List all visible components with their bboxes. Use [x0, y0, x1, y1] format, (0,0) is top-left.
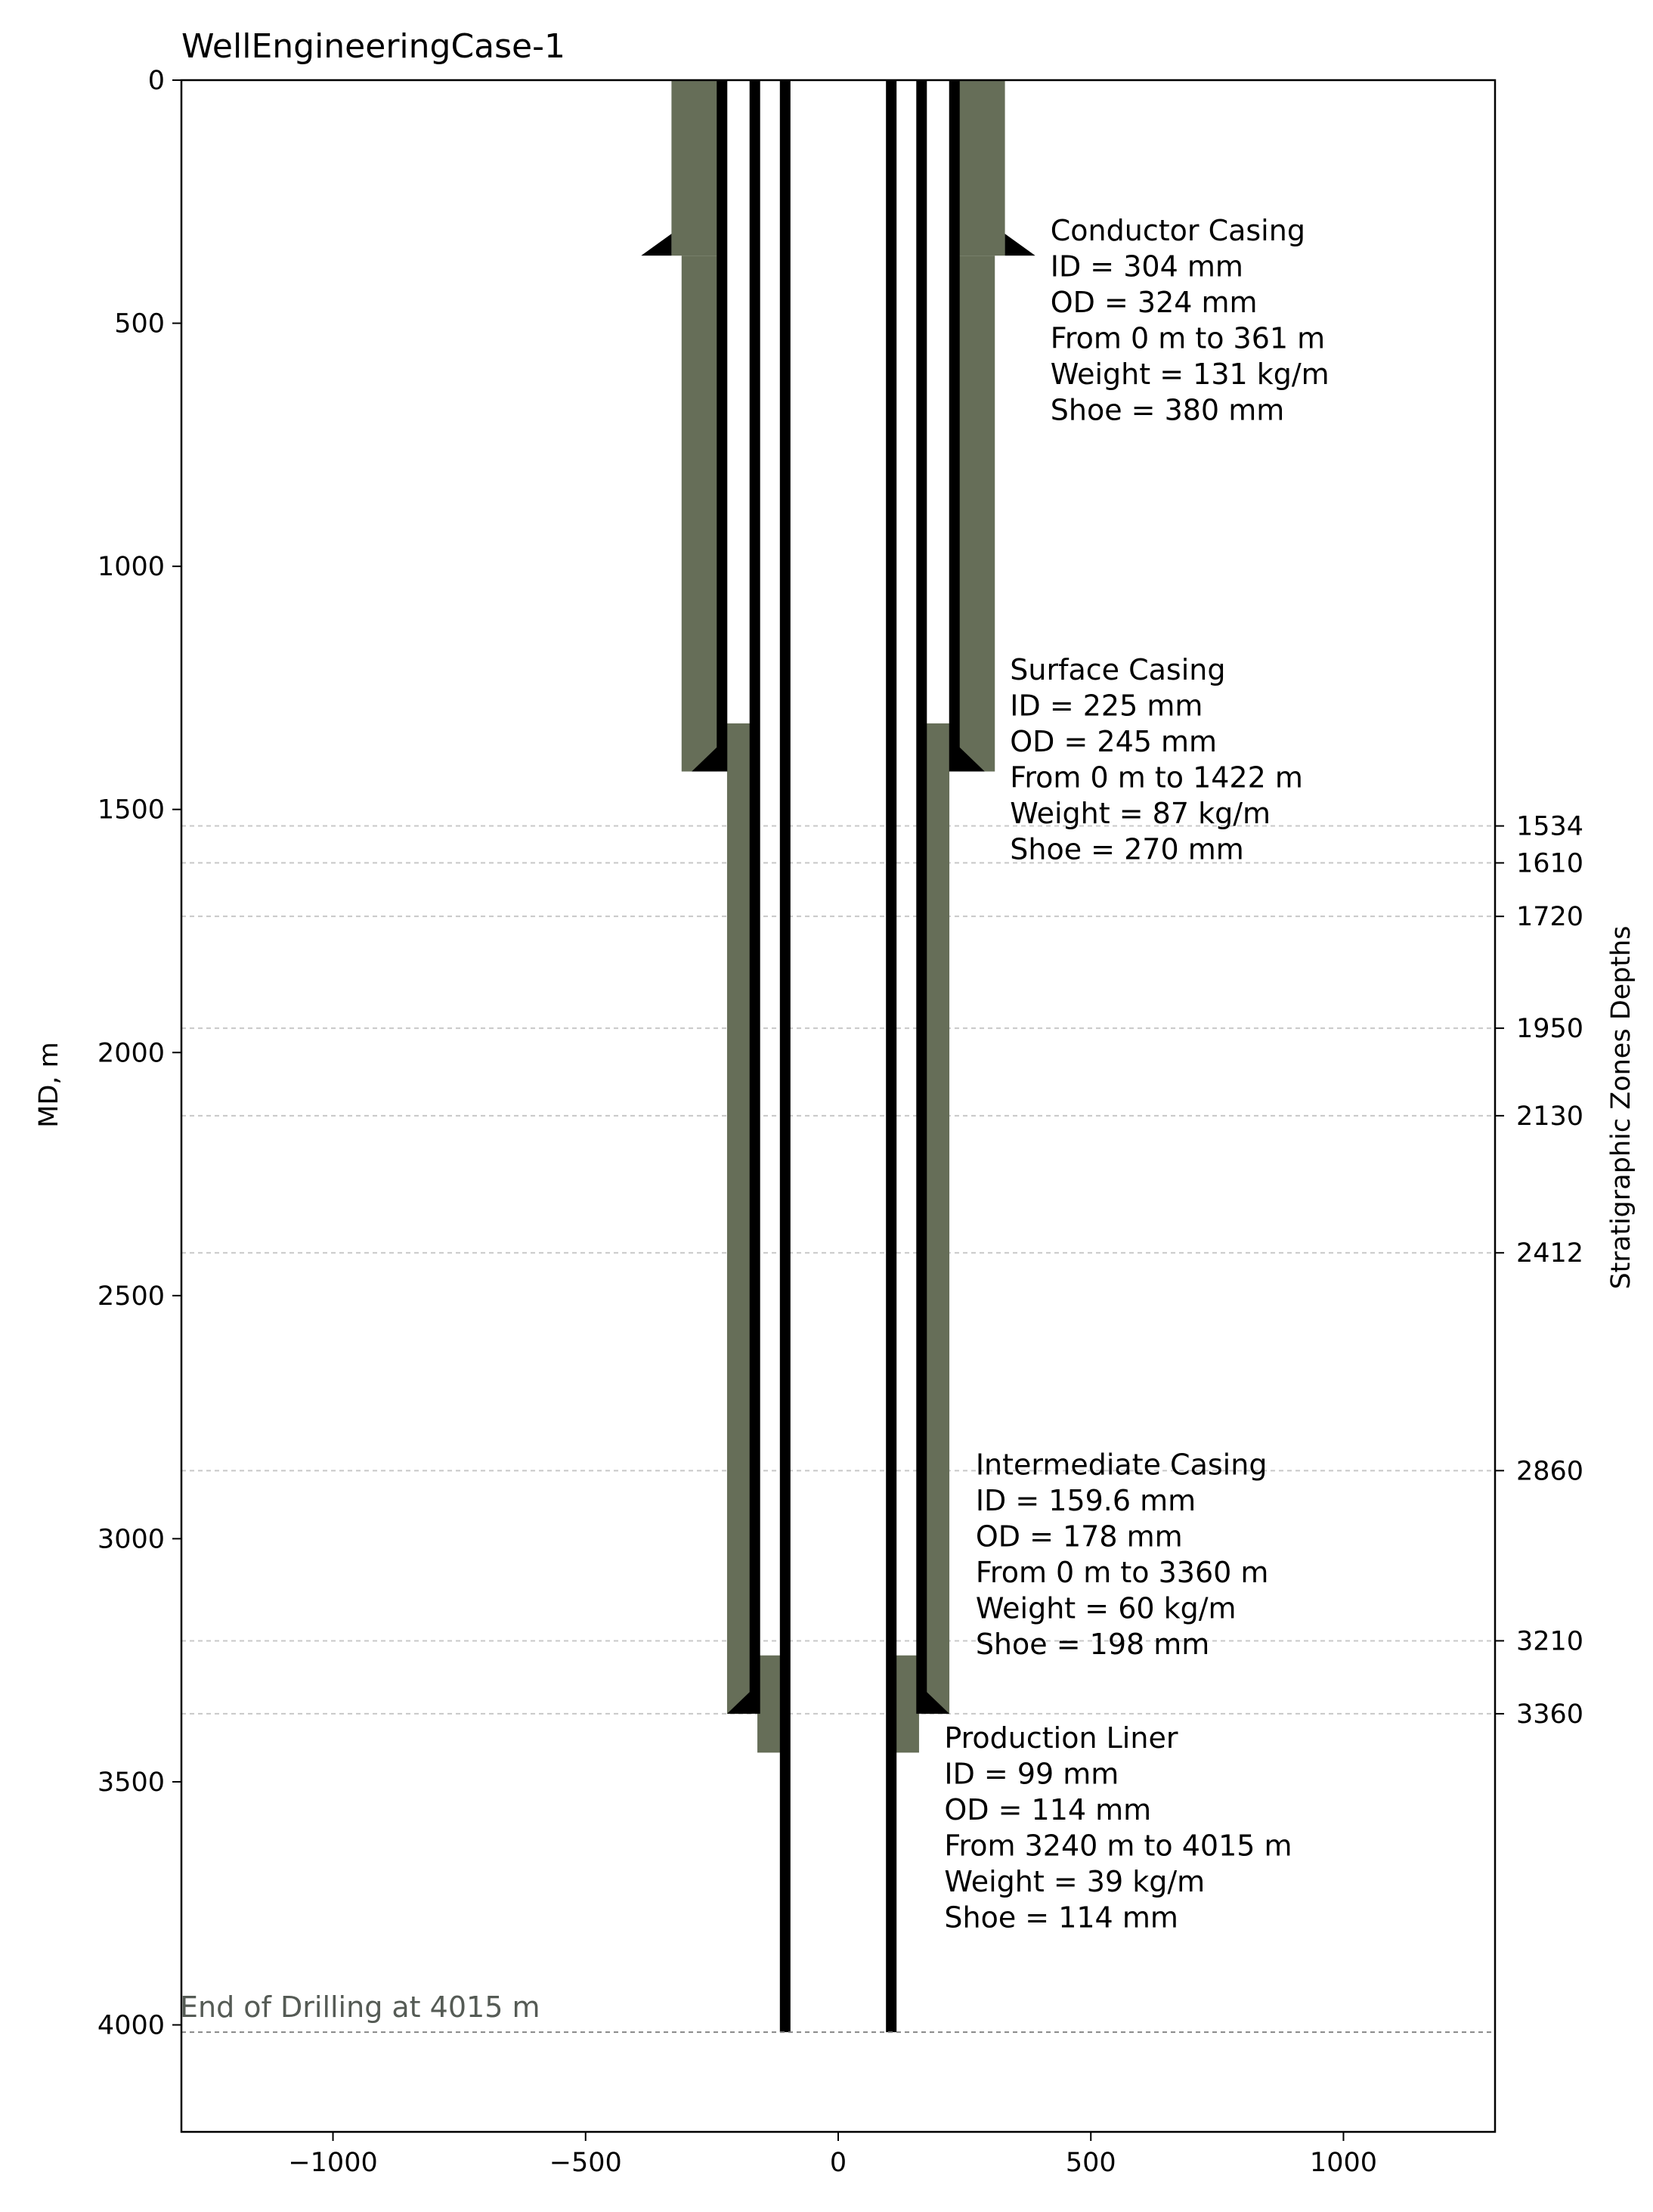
- right-tick-label: 2860: [1516, 1456, 1583, 1486]
- right-axis-label: Stratigraphic Zones Depths: [1606, 925, 1636, 1289]
- string-annotation-line: Shoe = 270 mm: [1010, 832, 1243, 866]
- string-annotation-line: From 0 m to 3360 m: [976, 1556, 1269, 1589]
- string-annotation-line: Shoe = 114 mm: [944, 1901, 1178, 1934]
- cement-block: [726, 723, 753, 1714]
- casing-pipes: [717, 80, 960, 2033]
- right-tick-label: 3210: [1516, 1626, 1583, 1656]
- string-annotation-line: Shoe = 380 mm: [1051, 394, 1284, 427]
- right-tick-label: 2412: [1516, 1238, 1583, 1269]
- chart-title: WellEngineeringCase-1: [181, 27, 565, 66]
- cement-block: [671, 80, 717, 256]
- string-annotation-line: Weight = 131 kg/m: [1051, 358, 1330, 391]
- stratigraphic-gridlines: [181, 825, 1495, 1715]
- casing-shoes: [641, 234, 1035, 1714]
- y-axis-label: MD, m: [34, 1042, 64, 1128]
- string-annotation-line: OD = 114 mm: [944, 1793, 1151, 1826]
- cement-block: [924, 723, 950, 1714]
- right-tick-label: 3360: [1516, 1699, 1583, 1730]
- string-annotation-line: ID = 225 mm: [1010, 689, 1203, 722]
- string-annotation-line: ID = 159.6 mm: [976, 1484, 1196, 1517]
- string-annotation-line: Conductor Casing: [1051, 214, 1305, 247]
- x-tick-label: 500: [1066, 2148, 1116, 2178]
- string-annotation-line: ID = 304 mm: [1051, 250, 1243, 283]
- y-tick-label: 3000: [98, 1524, 165, 1554]
- string-annotation-line: Shoe = 198 mm: [976, 1628, 1209, 1661]
- right-tick-label: 1534: [1516, 812, 1583, 842]
- string-annotation-line: Weight = 60 kg/m: [976, 1591, 1237, 1625]
- string-annotation-line: Production Liner: [944, 1721, 1178, 1755]
- right-tick-label: 1720: [1516, 902, 1583, 932]
- x-tick-label: −500: [549, 2148, 622, 2178]
- y-tick-label: 1500: [98, 795, 165, 826]
- x-tick-label: −1000: [288, 2148, 377, 2178]
- string-annotation-line: ID = 99 mm: [944, 1757, 1119, 1790]
- casing-shoe: [959, 747, 985, 772]
- cement-blocks: [671, 80, 1005, 1753]
- x-tick-label: 1000: [1310, 2148, 1377, 2178]
- y-tick-label: 3500: [98, 1767, 165, 1798]
- end-of-drilling-label: End of Drilling at 4015 m: [180, 1990, 540, 2024]
- y-tick-label: 4000: [98, 2011, 165, 2041]
- right-tick-label: 1950: [1516, 1014, 1583, 1044]
- string-annotation-line: OD = 324 mm: [1051, 286, 1258, 319]
- end-of-drilling: End of Drilling at 4015 m: [180, 1990, 1495, 2034]
- string-annotation-line: OD = 245 mm: [1010, 725, 1217, 758]
- cement-block: [681, 256, 717, 772]
- casing-shoe: [726, 1691, 751, 1714]
- string-annotation-line: From 0 m to 1422 m: [1010, 761, 1303, 794]
- right-tick-label: 2130: [1516, 1101, 1583, 1132]
- string-annotation-line: OD = 178 mm: [976, 1520, 1183, 1553]
- axes: −1000 −500 0 500 1000 0 500 1000 1500 2000 2500 300…: [98, 66, 1583, 2178]
- string-annotation-line: Intermediate Casing: [976, 1448, 1268, 1481]
- string-annotation-line: Weight = 39 kg/m: [944, 1865, 1205, 1898]
- string-annotation-line: Surface Casing: [1010, 653, 1225, 686]
- cement-block: [959, 256, 995, 772]
- y-tick-label: 500: [114, 309, 165, 339]
- casing-shoe: [692, 747, 717, 772]
- right-tick-label: 1610: [1516, 848, 1583, 878]
- y-tick-label: 0: [148, 66, 165, 96]
- casing-shoe: [641, 234, 672, 256]
- casing-shoe: [1004, 234, 1035, 256]
- string-annotation-line: From 0 m to 361 m: [1051, 322, 1325, 355]
- string-annotation-line: Weight = 87 kg/m: [1010, 797, 1271, 830]
- y-tick-label: 1000: [98, 552, 165, 582]
- string-annotation-line: From 3240 m to 4015 m: [944, 1829, 1292, 1862]
- y-tick-label: 2500: [98, 1281, 165, 1312]
- cement-block: [959, 80, 1005, 256]
- x-tick-label: 0: [830, 2148, 847, 2178]
- y-tick-label: 2000: [98, 1038, 165, 1068]
- casing-shoe: [926, 1691, 950, 1714]
